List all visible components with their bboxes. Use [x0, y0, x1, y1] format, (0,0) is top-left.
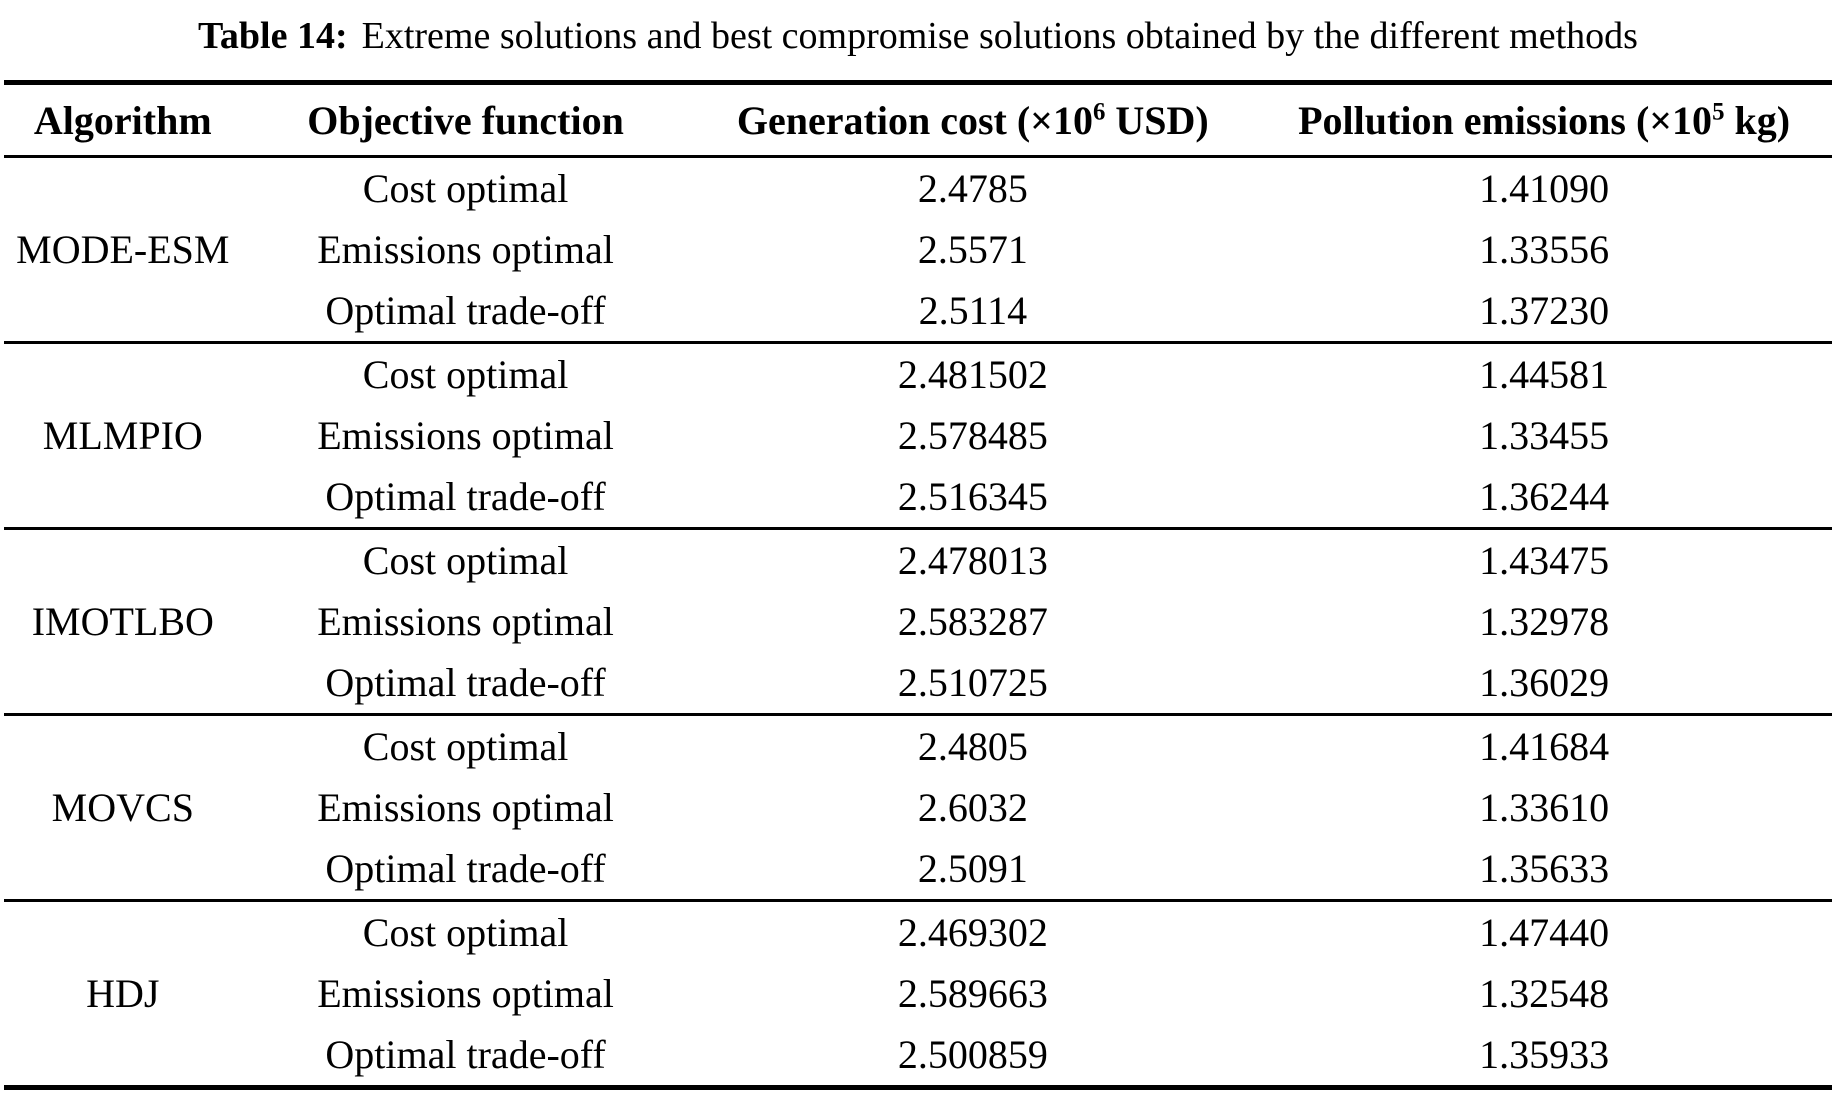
cost-cell: 2.500859	[897, 1032, 1048, 1077]
cost-cell: 2.6032	[917, 785, 1028, 830]
emissions-cell: 1.32978	[1479, 599, 1610, 644]
objective-cell: Emissions optimal	[317, 599, 614, 644]
table-row: IMOTLBO Cost optimal 2.478013 1.43475	[4, 529, 1832, 644]
pollution-emissions-suffix: kg)	[1724, 97, 1791, 143]
emissions-cell: 1.43475	[1479, 538, 1610, 583]
col-header-generation-cost: Generation cost (×106 USD)	[689, 83, 1256, 157]
generation-cost-exponent: 6	[1092, 98, 1106, 126]
col-header-objective-function: Objective function	[307, 97, 624, 143]
generation-cost-prefix: Generation cost (×10	[736, 97, 1093, 143]
pollution-emissions-prefix: Pollution emissions (×10	[1298, 97, 1713, 143]
table-row: Optimal trade-off 2.5114 1.37230	[4, 280, 1832, 343]
table-row: MLMPIO Cost optimal 2.481502 1.44581	[4, 343, 1832, 458]
objective-cell: Emissions optimal	[317, 413, 614, 458]
table-row: Emissions optimal 2.578485 1.33455	[4, 405, 1832, 466]
cost-cell: 2.469302	[897, 910, 1048, 955]
cost-cell: 2.589663	[897, 971, 1048, 1016]
algorithm-group: HDJ Cost optimal 2.469302 1.47440 Emissions …	[4, 901, 1832, 1088]
cost-cell: 2.510725	[897, 660, 1048, 705]
table-row: Emissions optimal 2.589663 1.32548	[4, 963, 1832, 1024]
table-header: Algorithm Objective function Generation …	[4, 82, 1832, 157]
objective-cell: Emissions optimal	[317, 785, 614, 830]
emissions-cell: 1.37230	[1479, 288, 1610, 333]
objective-cell: Cost optimal	[362, 352, 569, 397]
emissions-cell: 1.36029	[1479, 660, 1610, 705]
table-row: MOVCS Cost optimal 2.4805 1.41684	[4, 715, 1832, 830]
emissions-cell: 1.33455	[1479, 413, 1610, 458]
emissions-cell: 1.47440	[1479, 910, 1610, 955]
objective-cell: Optimal trade-off	[325, 474, 606, 519]
objective-cell: Emissions optimal	[317, 227, 614, 272]
algorithm-group: MODE-ESM Cost optimal 2.4785 1.41090 Emissio…	[4, 157, 1832, 343]
objective-cell: Optimal trade-off	[325, 846, 606, 891]
algorithm-cell: HDJ	[86, 971, 160, 1016]
algorithm-cell: IMOTLBO	[31, 599, 214, 644]
objective-cell: Cost optimal	[362, 166, 569, 211]
objective-cell: Optimal trade-off	[325, 288, 606, 333]
pollution-emissions-exponent: 5	[1712, 98, 1725, 126]
header-row: Algorithm Objective function Generation …	[4, 82, 1832, 157]
table-row: Optimal trade-off 2.510725 1.36029	[4, 652, 1832, 715]
objective-cell: Optimal trade-off	[325, 660, 606, 705]
col-header-algorithm: Algorithm	[33, 97, 212, 143]
cost-cell: 2.481502	[897, 352, 1048, 397]
algorithm-cell: MOVCS	[51, 785, 194, 830]
emissions-cell: 1.41684	[1479, 724, 1610, 769]
generation-cost-suffix: USD)	[1105, 97, 1209, 143]
algorithm-group: MOVCS Cost optimal 2.4805 1.41684 Emissions …	[4, 715, 1832, 901]
table-row: Emissions optimal 2.6032 1.33610	[4, 777, 1832, 838]
cost-cell: 2.4785	[917, 166, 1028, 211]
cost-cell: 2.583287	[897, 599, 1048, 644]
table-row: Optimal trade-off 2.500859 1.35933	[4, 1024, 1832, 1088]
table-caption-text: Extreme solutions and best compromise so…	[361, 15, 1638, 57]
table-row: Emissions optimal 2.5571 1.33556	[4, 219, 1832, 280]
emissions-cell: 1.32548	[1479, 971, 1610, 1016]
objective-cell: Cost optimal	[362, 910, 569, 955]
cost-cell: 2.478013	[897, 538, 1048, 583]
table-row: HDJ Cost optimal 2.469302 1.47440	[4, 901, 1832, 1016]
cost-cell: 2.516345	[897, 474, 1048, 519]
col-header-pollution-emissions: Pollution emissions (×105 kg)	[1256, 83, 1832, 157]
emissions-cell: 1.33556	[1479, 227, 1610, 272]
cost-cell: 2.5114	[918, 288, 1028, 333]
emissions-cell: 1.35933	[1479, 1032, 1610, 1077]
table-row: Optimal trade-off 2.516345 1.36244	[4, 466, 1832, 529]
table-caption: Table 14: Extreme solutions and best comp…	[0, 12, 1836, 60]
cost-cell: 2.5571	[917, 227, 1028, 272]
algorithm-cell: MODE-ESM	[16, 227, 230, 272]
table-caption-label: Table 14:	[198, 15, 348, 57]
emissions-cell: 1.33610	[1479, 785, 1610, 830]
algorithm-group: IMOTLBO Cost optimal 2.478013 1.43475 Emissi…	[4, 529, 1832, 715]
cost-cell: 2.5091	[917, 846, 1028, 891]
cost-cell: 2.578485	[897, 413, 1048, 458]
emissions-cell: 1.36244	[1479, 474, 1610, 519]
algorithm-group: MLMPIO Cost optimal 2.481502 1.44581 Emissio…	[4, 343, 1832, 529]
cost-cell: 2.4805	[917, 724, 1028, 769]
objective-cell: Cost optimal	[362, 724, 569, 769]
emissions-cell: 1.35633	[1479, 846, 1610, 891]
emissions-cell: 1.41090	[1479, 166, 1610, 211]
table-row: Emissions optimal 2.583287 1.32978	[4, 591, 1832, 652]
emissions-cell: 1.44581	[1479, 352, 1610, 397]
objective-cell: Optimal trade-off	[325, 1032, 606, 1077]
table-row: Optimal trade-off 2.5091 1.35633	[4, 838, 1832, 901]
objective-cell: Cost optimal	[362, 538, 569, 583]
table-row: MODE-ESM Cost optimal 2.4785 1.41090	[4, 157, 1832, 272]
algorithm-cell: MLMPIO	[42, 413, 203, 458]
results-table: Algorithm Objective function Generation …	[4, 80, 1832, 1090]
objective-cell: Emissions optimal	[317, 971, 614, 1016]
